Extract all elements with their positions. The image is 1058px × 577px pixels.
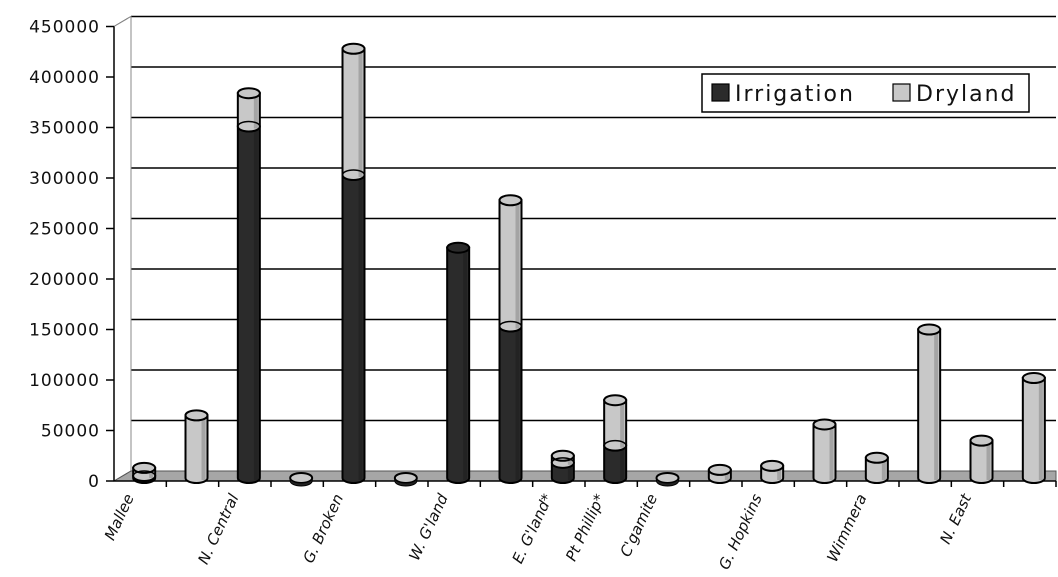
bars — [132, 42, 1046, 487]
bar-group — [393, 472, 418, 487]
bar-joint — [498, 320, 523, 333]
y-tick-label: 300000 — [29, 169, 100, 189]
bar-irrigation — [446, 246, 471, 484]
bar-dryland-cap — [969, 434, 994, 447]
y-tick-label: 350000 — [29, 119, 100, 139]
bar-group — [707, 463, 732, 484]
bar-dryland — [864, 456, 889, 484]
bar-dryland-cap — [707, 463, 732, 476]
bar-dryland-cap — [236, 87, 261, 100]
side-wall — [113, 15, 132, 482]
bar-irrigation — [341, 174, 366, 484]
bar-dryland — [812, 423, 837, 484]
legend-swatch — [892, 83, 911, 102]
bar-dryland-cap — [341, 42, 366, 55]
y-tick-label: 100000 — [29, 371, 100, 391]
bar-group — [812, 418, 837, 484]
bar-dryland-cap — [760, 459, 785, 472]
bar-dryland — [184, 414, 209, 484]
bar-group — [969, 434, 994, 484]
bar-group — [341, 42, 366, 484]
y-tick-label: 450000 — [29, 18, 100, 38]
bar-irrigation — [498, 325, 523, 484]
bar-dryland-cap — [498, 194, 523, 207]
bar-dryland — [1021, 377, 1046, 484]
bar-dryland-cap — [812, 418, 837, 431]
bar-disc-edge — [656, 477, 679, 487]
legend-swatch — [711, 83, 730, 102]
bar-group — [917, 323, 942, 484]
bar-joint — [132, 470, 156, 482]
y-tick-label: 150000 — [29, 321, 100, 341]
bar-group — [603, 394, 628, 484]
y-tick-label: 0 — [88, 472, 100, 492]
bar-group — [446, 241, 471, 484]
y-tick-label: 250000 — [29, 220, 100, 240]
legend-label: Irrigation — [735, 82, 855, 107]
legend: Irrigation Dryland — [701, 73, 1030, 113]
bar-group — [132, 461, 157, 484]
bar-dryland-cap — [184, 409, 209, 422]
bar-joint — [603, 439, 627, 452]
y-tick-label: 200000 — [29, 270, 100, 290]
bar-dryland-cap — [132, 461, 157, 474]
legend-box — [701, 73, 1030, 113]
bar-joint — [341, 169, 366, 181]
bar-irrigation — [603, 444, 628, 484]
bar-group — [550, 449, 575, 484]
bar-dryland — [917, 328, 942, 484]
bar-dryland-cap — [1021, 372, 1046, 385]
bar-dryland — [969, 439, 994, 484]
y-tick-label: 50000 — [41, 422, 100, 442]
bar-group — [236, 87, 261, 484]
bar-group — [498, 194, 523, 484]
bar-group — [289, 472, 314, 487]
bar-group — [760, 459, 785, 484]
legend-label: Dryland — [916, 82, 1017, 107]
bar-disc-edge — [289, 477, 313, 487]
bar-group — [1021, 372, 1046, 484]
bar-joint — [237, 120, 261, 133]
bar-irrigation-cap — [446, 241, 471, 254]
bar-dryland-cap — [603, 394, 628, 407]
y-tick-labels: 0 50000 100000 150000 200000 250000 300000 3500… — [29, 18, 100, 493]
bar-dryland-cap — [864, 451, 889, 464]
bar-group — [655, 472, 680, 487]
bar-joint — [551, 457, 575, 469]
bar-group — [184, 409, 209, 484]
bar-irrigation — [236, 125, 261, 484]
bar-disc-edge — [394, 477, 418, 487]
bar-group — [864, 451, 889, 484]
bar-dryland-cap — [917, 323, 942, 336]
y-tick-label: 400000 — [29, 68, 100, 88]
